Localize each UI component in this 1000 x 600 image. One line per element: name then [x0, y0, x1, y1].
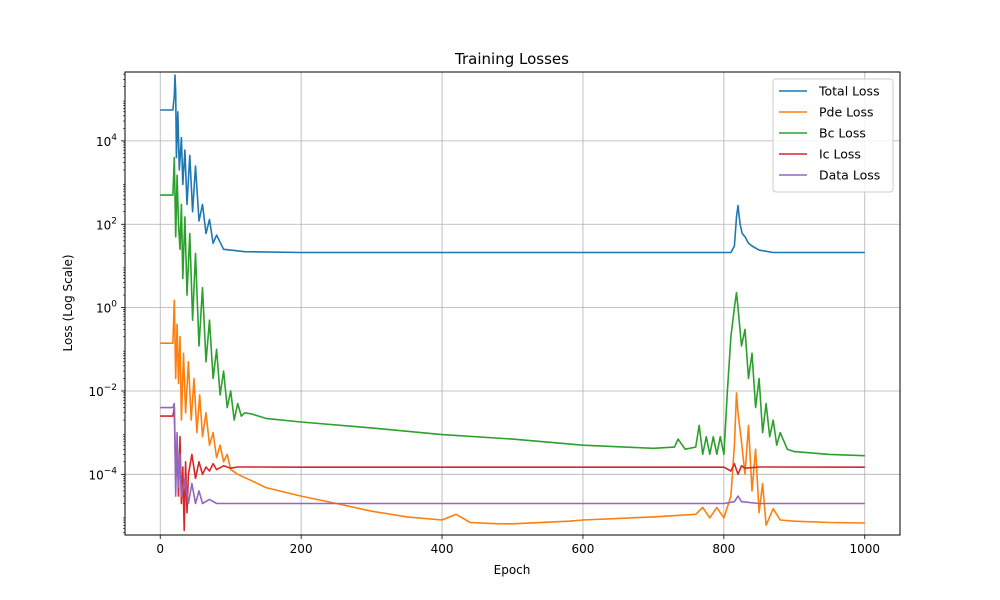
legend-label: Bc Loss — [819, 126, 866, 141]
y-tick-base: 10 — [96, 218, 111, 232]
y-tick-exponent: −2 — [104, 383, 117, 393]
y-tick-exponent: 4 — [111, 133, 117, 143]
legend-label: Ic Loss — [819, 147, 861, 162]
legend: Total Loss Pde Loss Bc Loss Ic Loss Data Los… — [772, 78, 894, 193]
x-tick-label: 600 — [572, 542, 595, 556]
y-tick-exponent: 0 — [111, 300, 117, 310]
grid — [125, 72, 900, 535]
legend-label: Data Loss — [819, 168, 880, 183]
y-axis-label: Loss (Log Scale) — [61, 254, 75, 351]
y-tick-base: 10 — [88, 385, 103, 399]
legend-box — [772, 78, 894, 193]
y-tick-base: 10 — [96, 302, 111, 316]
series-layer — [160, 74, 865, 532]
x-tick-label: 0 — [156, 542, 164, 556]
y-tick-exponent: 2 — [111, 216, 117, 226]
y-tick-label: 100 — [96, 300, 117, 316]
x-tick-label: 1000 — [849, 542, 880, 556]
y-tick-exponent: −4 — [104, 466, 118, 476]
x-axis-label: Epoch — [494, 563, 531, 577]
series-line-data-loss — [160, 402, 865, 505]
legend-label: Pde Loss — [819, 105, 874, 120]
y-tick-label: 104 — [96, 133, 117, 149]
chart-title: Training Losses — [454, 50, 569, 68]
series-line-bc-loss — [160, 156, 865, 457]
y-tick-label: 10−2 — [88, 383, 117, 399]
y-tick-label: 102 — [96, 216, 117, 232]
x-tick-label: 400 — [431, 542, 454, 556]
legend-label: Total Loss — [818, 84, 880, 99]
x-tick-label: 200 — [290, 542, 313, 556]
x-tick-label: 800 — [712, 542, 735, 556]
series-line-pde-loss — [160, 299, 865, 526]
y-tick-label: 10−4 — [88, 466, 117, 482]
x-axis: 0 200 400 600 800 1000 — [156, 535, 880, 556]
y-tick-base: 10 — [88, 468, 103, 482]
plot-frame — [124, 71, 901, 536]
series-line-total-loss — [160, 74, 865, 254]
y-tick-base: 10 — [96, 135, 111, 149]
series-line-ic-loss — [160, 406, 865, 532]
